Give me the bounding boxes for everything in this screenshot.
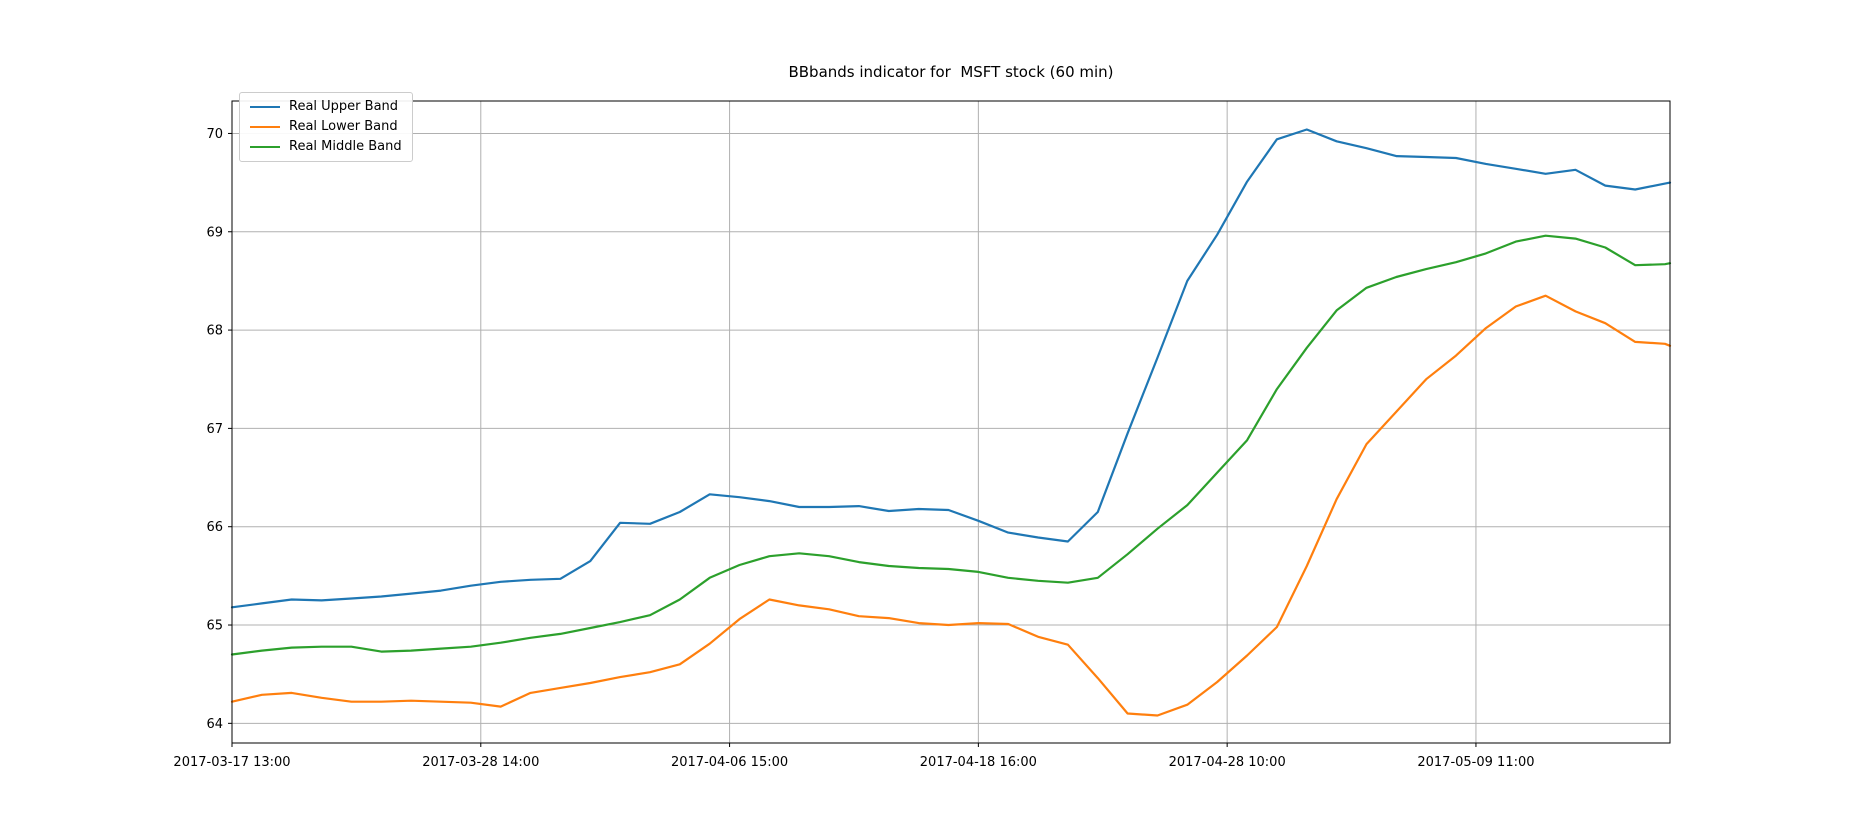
x-tick-label: 2017-03-17 13:00 <box>173 755 290 770</box>
y-tick-label: 67 <box>206 422 223 437</box>
legend-label-middle: Real Middle Band <box>289 139 402 154</box>
legend-line-upper-icon <box>250 106 280 108</box>
series-line-middle <box>230 234 1672 656</box>
x-tick-label: 2017-03-28 14:00 <box>422 755 539 770</box>
legend-line-middle-icon <box>250 146 280 148</box>
legend-item-lower: Real Lower Band <box>250 120 402 134</box>
legend-line-lower-icon <box>250 126 280 128</box>
chart-title: BBbands indicator for MSFT stock (60 min… <box>788 63 1114 81</box>
x-tick-label: 2017-04-06 15:00 <box>671 755 788 770</box>
legend: Real Upper Band Real Lower Band Real Mid… <box>239 92 413 162</box>
series-line-lower <box>230 294 1672 717</box>
y-tick-label: 68 <box>206 324 223 339</box>
y-tick-label: 64 <box>206 717 223 732</box>
y-tick-label: 70 <box>206 127 223 142</box>
legend-label-upper: Real Upper Band <box>289 99 399 114</box>
x-tick-label: 2017-05-09 11:00 <box>1417 755 1534 770</box>
y-tick-label: 69 <box>206 225 223 240</box>
legend-item-upper: Real Upper Band <box>250 100 402 114</box>
series-line-upper <box>230 128 1672 609</box>
legend-item-middle: Real Middle Band <box>250 140 402 154</box>
plot-border <box>231 100 1671 744</box>
x-tick-label: 2017-04-28 10:00 <box>1169 755 1286 770</box>
y-tick-label: 66 <box>206 520 223 535</box>
x-tick-label: 2017-04-18 16:00 <box>920 755 1037 770</box>
y-tick-label: 65 <box>206 619 223 634</box>
legend-label-lower: Real Lower Band <box>289 119 398 134</box>
